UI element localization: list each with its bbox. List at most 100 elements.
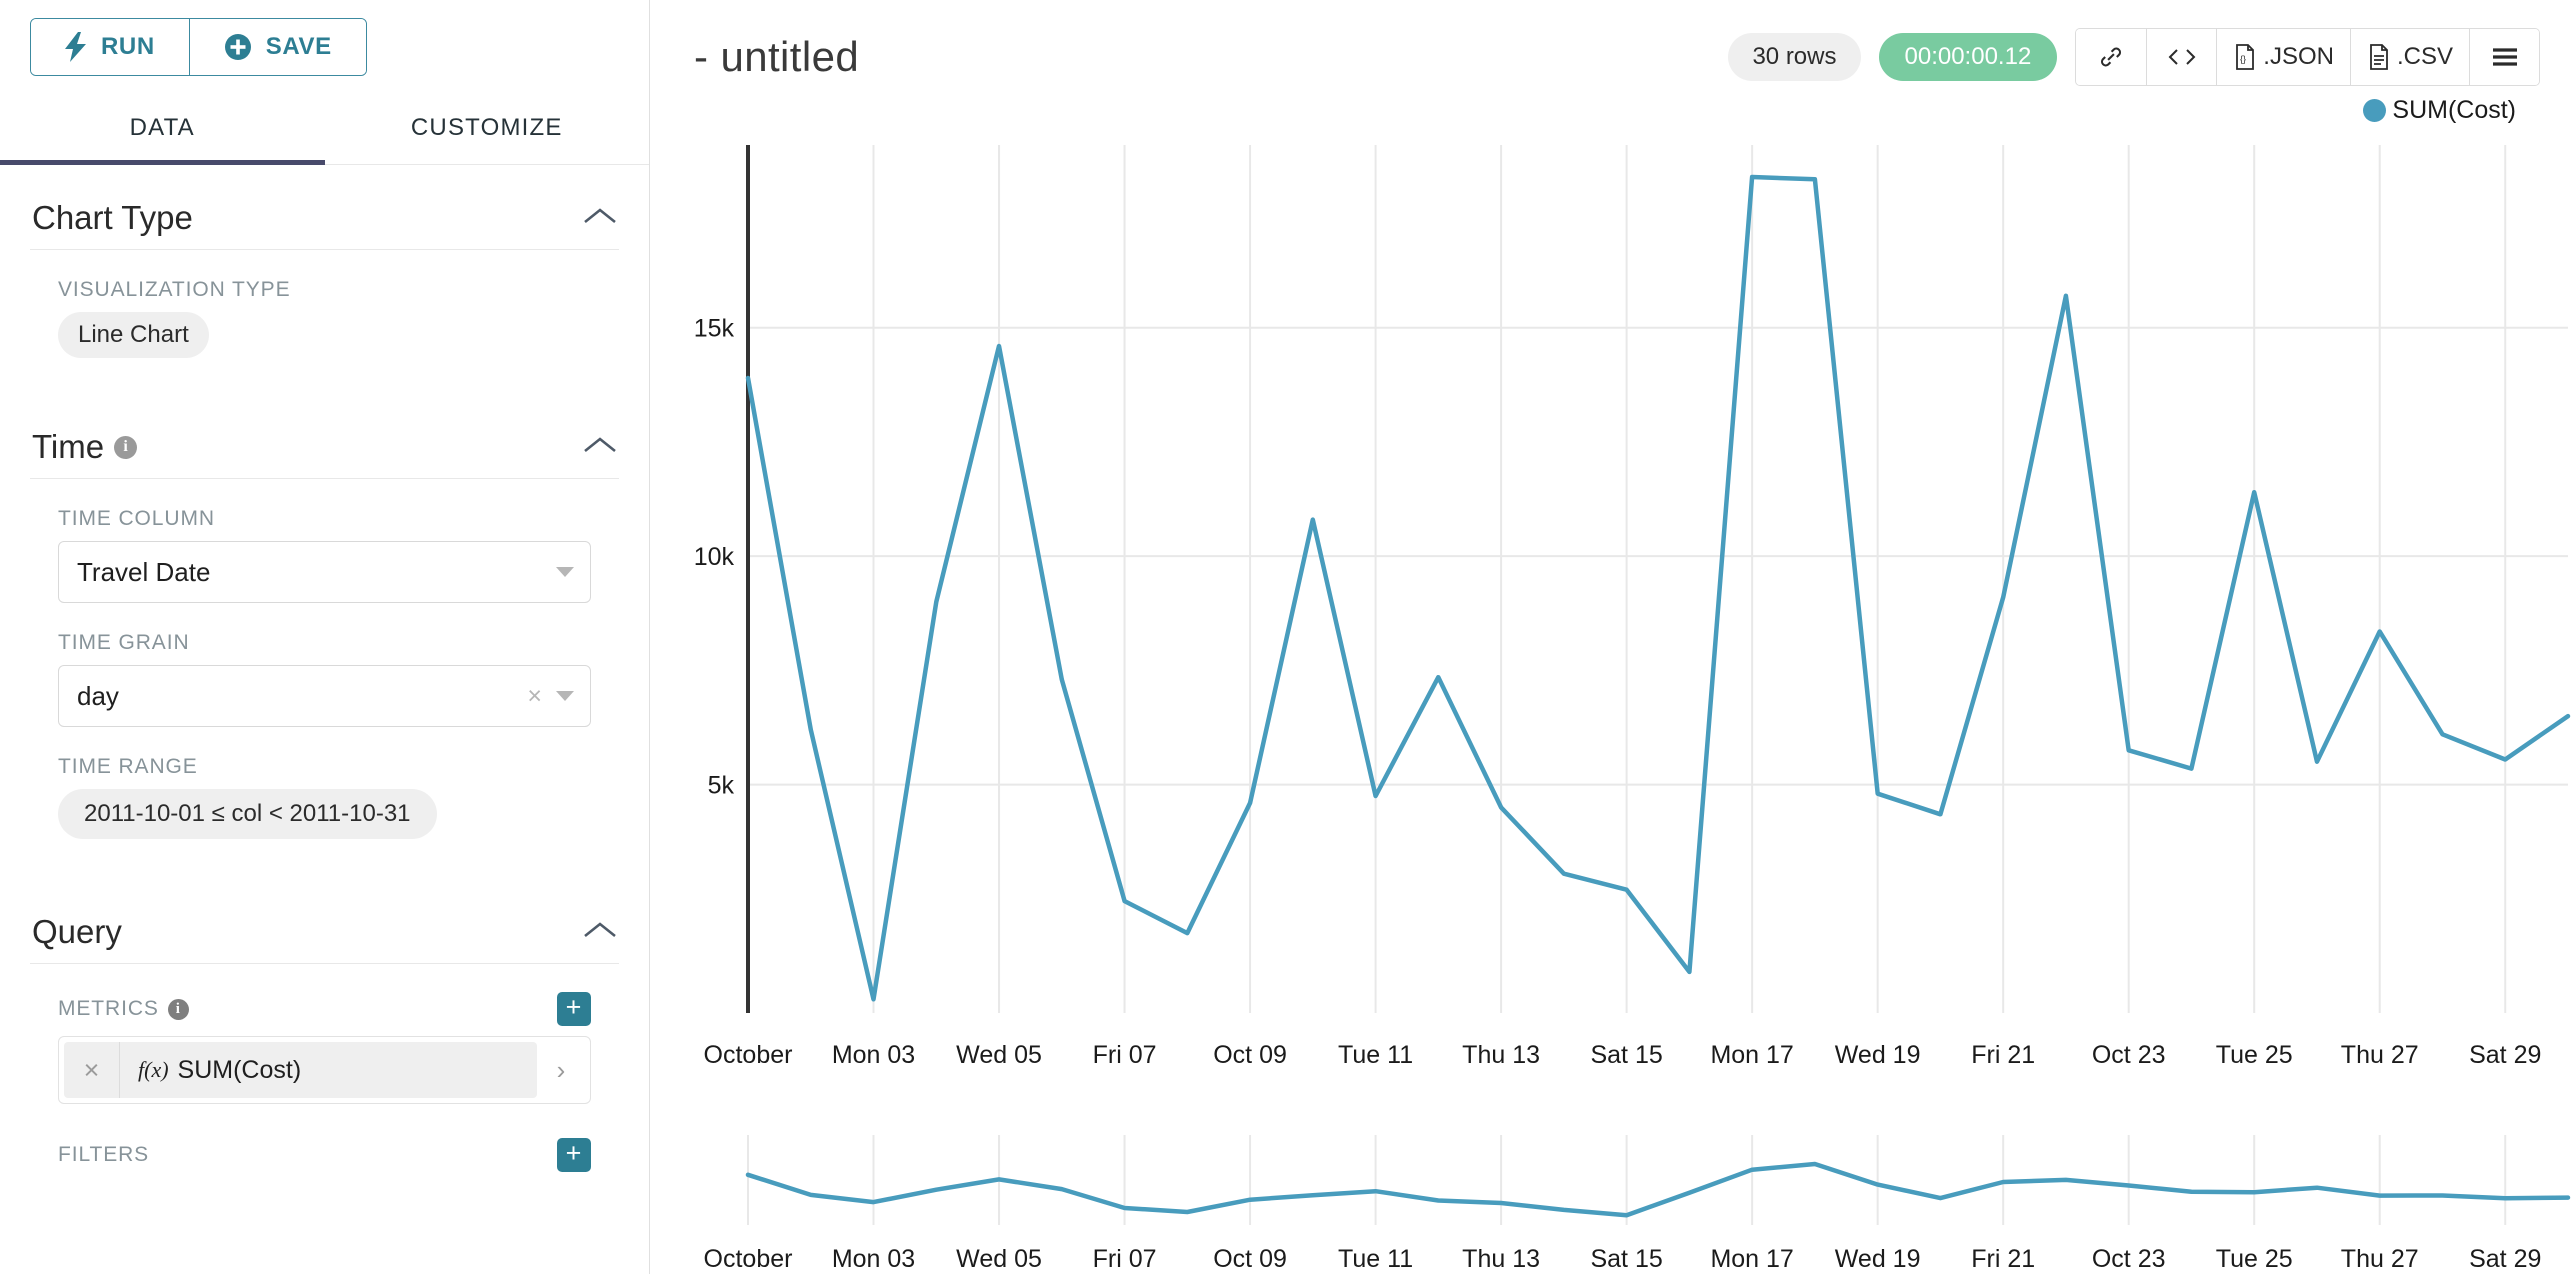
metrics-field: METRICS i + × f(x) SUM(Cost) ›	[30, 992, 619, 1172]
chart-header: - untitled 30 rows 00:00:00.12 {} .JSON	[650, 0, 2576, 92]
metric-label: SUM(Cost)	[177, 1055, 302, 1084]
tab-customize[interactable]: CUSTOMIZE	[410, 114, 563, 141]
metrics-label: METRICS	[58, 997, 159, 1020]
y-axis-tick-label: 5k	[708, 772, 735, 800]
export-button-group: {} .JSON .CSV	[2075, 28, 2540, 86]
chevron-right-icon[interactable]: ›	[556, 1054, 566, 1085]
brush-x-axis-tick-label: Thu 13	[1462, 1245, 1540, 1273]
info-icon[interactable]: i	[114, 435, 138, 459]
info-icon[interactable]: i	[167, 998, 189, 1020]
x-axis-tick-label: Wed 05	[956, 1041, 1042, 1069]
x-axis-tick-label: Thu 13	[1462, 1041, 1540, 1069]
chart-canvas: 5k 10k 15k October Mon 03 Wed 05 Fri 07 Oct 09 T…	[650, 125, 2576, 1125]
controls-panel: Chart Type VISUALIZATION TYPE Line Chart…	[0, 165, 649, 1172]
x-axis-tick-label: Mon 03	[832, 1041, 915, 1069]
section-query-header[interactable]: Query	[30, 879, 619, 964]
time-column-label: TIME COLUMN	[58, 507, 215, 530]
x-axis-tick-label: Sat 15	[1590, 1041, 1662, 1069]
visualization-type-value[interactable]: Line Chart	[58, 312, 209, 358]
save-button[interactable]: SAVE	[188, 19, 366, 75]
chevron-down-icon[interactable]	[556, 691, 574, 701]
x-axis-tick-label: Thu 27	[2341, 1041, 2419, 1069]
header-toolbar: 30 rows 00:00:00.12 {} .JSON .C	[1728, 28, 2540, 86]
time-column-select[interactable]: Travel Date	[58, 541, 591, 603]
brush-x-axis-tick-label: Tue 11	[1338, 1245, 1413, 1273]
share-link-icon[interactable]	[2076, 29, 2147, 85]
run-button-label: RUN	[101, 33, 155, 60]
y-axis-tick-label: 15k	[694, 315, 735, 343]
legend-color-dot	[2363, 99, 2387, 122]
time-range-label: TIME RANGE	[58, 755, 198, 778]
add-metric-button[interactable]: +	[557, 992, 591, 1026]
x-axis-tick-label: Wed 19	[1835, 1041, 1921, 1069]
section-chart-type-title: Chart Type	[32, 199, 193, 236]
chart-legend: SUM(Cost)	[650, 96, 2576, 125]
filters-label-row: FILTERS +	[58, 1138, 591, 1172]
section-time-header[interactable]: Time i	[30, 394, 619, 479]
metrics-list: × f(x) SUM(Cost) ›	[58, 1036, 591, 1104]
brush-x-axis-tick-label: Wed 05	[956, 1245, 1042, 1273]
chevron-up-icon[interactable]	[583, 206, 617, 231]
row-count-badge: 30 rows	[1728, 33, 1861, 81]
y-axis-tick-label: 10k	[694, 543, 735, 571]
run-save-button-group: RUN SAVE	[30, 18, 367, 76]
series-sum-cost	[745, 174, 2571, 1002]
metric-item[interactable]: × f(x) SUM(Cost)	[64, 1042, 537, 1098]
time-grain-select[interactable]: day ×	[58, 665, 591, 727]
time-grain-label: TIME GRAIN	[58, 631, 190, 654]
visualization-type-field: VISUALIZATION TYPE Line Chart	[30, 278, 619, 358]
chevron-up-icon[interactable]	[583, 435, 617, 460]
svg-text:{}: {}	[2240, 54, 2246, 64]
filters-label: FILTERS	[58, 1143, 150, 1166]
brush-x-axis-tick-label: Tue 25	[2216, 1245, 2293, 1273]
brush-chart-svg[interactable]: October Mon 03 Wed 05 Fri 07 Oct 09 Tue 11 Thu…	[650, 1125, 2576, 1274]
x-axis-tick-label: October	[704, 1041, 793, 1069]
x-axis-tick-label: Oct 23	[2092, 1041, 2166, 1069]
metric-name: f(x) SUM(Cost)	[120, 1056, 301, 1085]
x-axis-tick-label: Fri 21	[1971, 1041, 2035, 1069]
clear-icon[interactable]: ×	[527, 681, 542, 710]
x-axis-tick-label: Mon 17	[1710, 1041, 1793, 1069]
sidebar-tabs: DATA CUSTOMIZE	[0, 98, 649, 165]
section-time-label: Time	[32, 428, 105, 465]
json-label: .JSON	[2263, 43, 2334, 70]
brush-x-axis-tick-label: Fri 07	[1093, 1245, 1157, 1273]
brush-x-axis-tick-label: Oct 09	[1213, 1245, 1287, 1273]
page-title[interactable]: - untitled	[694, 33, 860, 80]
chevron-down-icon[interactable]	[556, 567, 574, 577]
json-file-icon[interactable]: {} .JSON	[2216, 29, 2350, 85]
chart-brush[interactable]: October Mon 03 Wed 05 Fri 07 Oct 09 Tue 11 Thu…	[650, 1125, 2576, 1274]
action-bar: RUN SAVE	[0, 0, 649, 88]
add-filter-button[interactable]: +	[557, 1138, 591, 1172]
legend-label: SUM(Cost)	[2392, 96, 2516, 124]
section-chart-type-header[interactable]: Chart Type	[30, 165, 619, 250]
csv-label: .CSV	[2396, 43, 2453, 70]
section-time-title: Time i	[32, 428, 138, 466]
tab-data[interactable]: DATA	[0, 98, 325, 165]
legend-item[interactable]: SUM(Cost)	[2363, 96, 2516, 125]
code-icon[interactable]	[2146, 29, 2217, 85]
remove-metric-icon[interactable]: ×	[64, 1042, 120, 1098]
query-duration-badge: 00:00:00.12	[1878, 33, 2058, 81]
brush-x-axis-tick-label: Fri 21	[1971, 1245, 2035, 1273]
brush-x-axis-tick-label: Thu 27	[2341, 1245, 2419, 1273]
brush-x-axis-tick-label: Mon 17	[1710, 1245, 1793, 1273]
menu-icon[interactable]	[2469, 29, 2539, 85]
bolt-icon	[65, 32, 87, 62]
brush-x-axis-tick-label: October	[704, 1245, 793, 1273]
time-grain-value: day	[77, 680, 119, 711]
run-button[interactable]: RUN	[31, 19, 189, 75]
brush-series-line	[745, 1161, 2571, 1218]
control-sidebar: RUN SAVE DATA CUSTOMIZE Chart Type	[0, 0, 650, 1274]
line-chart-svg[interactable]: 5k 10k 15k October Mon 03 Wed 05 Fri 07 Oct 09 T…	[650, 125, 2576, 1125]
plus-circle-icon	[224, 33, 252, 61]
csv-file-icon[interactable]: .CSV	[2349, 29, 2469, 85]
time-range-value[interactable]: 2011-10-01 ≤ col < 2011-10-31	[58, 789, 437, 839]
x-axis-tick-label: Fri 07	[1093, 1041, 1157, 1069]
metrics-label-row: METRICS i +	[58, 992, 591, 1026]
x-axis-tick-label: Tue 25	[2216, 1041, 2293, 1069]
x-axis-tick-label: Sat 29	[2469, 1041, 2541, 1069]
chevron-up-icon[interactable]	[583, 920, 617, 945]
visualization-type-label: VISUALIZATION TYPE	[58, 278, 291, 301]
